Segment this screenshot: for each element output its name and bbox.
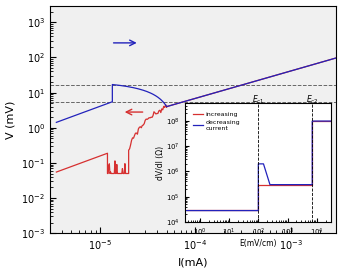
X-axis label: I(mA): I(mA)	[178, 257, 209, 268]
Y-axis label: V (mV): V (mV)	[5, 100, 15, 139]
